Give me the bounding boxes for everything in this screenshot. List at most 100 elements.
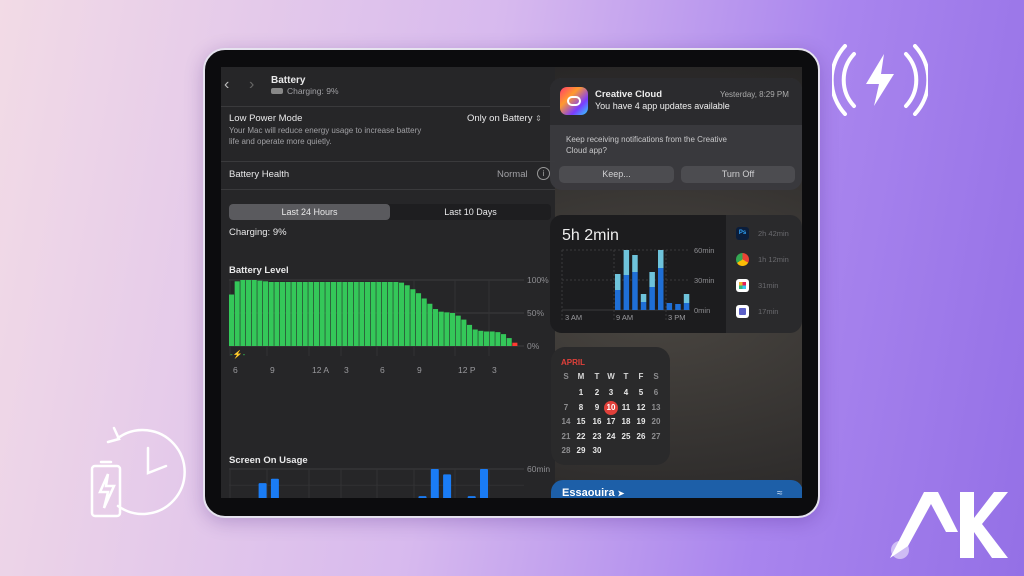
slack-app-icon bbox=[736, 279, 749, 292]
screen-time-bar-other bbox=[658, 250, 664, 268]
battery-settings-panel: ‹ › Battery Charging: 9% Low Power Mode … bbox=[221, 67, 555, 498]
battery-bar bbox=[455, 315, 461, 346]
battery-health-value: Normal bbox=[497, 169, 528, 180]
calendar-day[interactable]: 4 bbox=[623, 388, 629, 397]
x-tick-label: 6 bbox=[380, 365, 385, 375]
y-tick-label: 30min bbox=[527, 497, 550, 499]
calendar-day[interactable]: 23 bbox=[592, 431, 602, 441]
screen-time-bar-other bbox=[632, 255, 638, 272]
screen-time-bar-main bbox=[649, 287, 655, 310]
x-tick-label: 3 bbox=[344, 365, 349, 375]
battery-charts: 100% 50% 0% -⚡- 6 9 12 A 3 6 9 12 P 3 Screen On Usag… bbox=[229, 275, 550, 499]
screen-time-bar-other bbox=[683, 294, 690, 303]
screen-time-chart: 60min 30min 0min 3 AM 9 AM 3 PM bbox=[561, 246, 714, 322]
screen-time-bar-other bbox=[649, 272, 655, 287]
forward-button[interactable]: › bbox=[249, 76, 255, 93]
y-tick-label: 100% bbox=[527, 275, 549, 285]
battery-bar bbox=[302, 281, 308, 346]
calendar-day[interactable]: 21 bbox=[561, 431, 571, 441]
calendar-day[interactable]: 20 bbox=[651, 417, 661, 426]
app-usage-time: 31min bbox=[758, 281, 779, 290]
weather-widget[interactable]: Essaouira ➤ ≈ bbox=[551, 480, 802, 498]
calendar-day[interactable]: 25 bbox=[621, 431, 631, 441]
calendar-day[interactable]: 27 bbox=[651, 431, 661, 441]
low-power-label: Low Power Mode bbox=[229, 113, 303, 124]
battery-bar bbox=[365, 281, 371, 346]
calendar-day[interactable]: 30 bbox=[592, 446, 602, 455]
y-tick-label: 60min bbox=[694, 246, 714, 255]
calendar-day[interactable]: 2 bbox=[594, 388, 600, 397]
calendar-day[interactable]: 26 bbox=[636, 431, 646, 441]
battery-bar bbox=[263, 281, 269, 346]
calendar-day[interactable]: 1 bbox=[578, 388, 584, 397]
wireless-charging-icon bbox=[832, 44, 928, 116]
calendar-day[interactable]: 3 bbox=[608, 388, 614, 397]
battery-bar bbox=[285, 281, 291, 346]
battery-bar bbox=[370, 281, 376, 346]
battery-bar bbox=[501, 334, 507, 346]
calendar-day[interactable]: 9 bbox=[594, 402, 600, 412]
battery-bar bbox=[461, 319, 467, 346]
battery-bar bbox=[404, 285, 410, 346]
charging-status: Charging: 9% bbox=[229, 227, 287, 238]
creative-cloud-notification[interactable]: Creative Cloud Yesterday, 8:29 PM You ha… bbox=[550, 78, 802, 190]
battery-bar bbox=[314, 281, 320, 346]
battery-clock-icon bbox=[90, 426, 186, 518]
usage-bar bbox=[418, 496, 427, 498]
calendar-day[interactable]: 24 bbox=[606, 431, 616, 441]
calendar-today[interactable]: 10 bbox=[604, 400, 618, 415]
calendar-day[interactable]: 16 bbox=[592, 417, 602, 426]
x-tick-label: 3 bbox=[492, 365, 497, 375]
calendar-day[interactable]: 12 bbox=[636, 402, 646, 412]
low-power-select[interactable]: Only on Battery ⇕ bbox=[467, 113, 542, 124]
tab-last-10-days[interactable]: Last 10 Days bbox=[444, 207, 497, 217]
calendar-day[interactable]: 15 bbox=[576, 417, 586, 426]
battery-bar bbox=[348, 281, 354, 346]
calendar-day[interactable]: 11 bbox=[621, 402, 631, 412]
screen-time-bar-other bbox=[640, 294, 647, 302]
screen-time-bar-main bbox=[632, 272, 638, 310]
calendar-day[interactable]: 5 bbox=[638, 388, 644, 397]
screen-time-bar-main bbox=[675, 304, 681, 310]
charging-indicator-icon: -⚡- bbox=[230, 349, 246, 359]
screen-time-bar-main bbox=[640, 302, 647, 310]
time-range-segmented-control: Last 24 Hours Last 10 Days bbox=[229, 204, 551, 220]
tab-last-24-hours[interactable]: Last 24 Hours bbox=[281, 207, 338, 217]
calendar-day[interactable]: 7 bbox=[563, 402, 569, 412]
usage-bar bbox=[467, 496, 476, 498]
weather-city: Essaouira bbox=[562, 487, 615, 498]
calendar-day[interactable]: 8 bbox=[578, 402, 584, 412]
y-tick-label: 0% bbox=[527, 341, 540, 351]
battery-bar bbox=[268, 281, 274, 346]
keep-button[interactable]: Keep... bbox=[559, 166, 674, 183]
calendar-day[interactable]: 17 bbox=[606, 417, 616, 426]
calendar-day[interactable]: 28 bbox=[561, 446, 571, 455]
calendar-day[interactable]: 19 bbox=[636, 417, 646, 426]
battery-bar bbox=[438, 311, 444, 346]
calendar-day[interactable]: 6 bbox=[653, 388, 659, 397]
screen-time-widget[interactable]: 5h 2min 60min 30min 0min 3 AM 9 AM 3 PM Ps 2h … bbox=[550, 215, 802, 333]
turn-off-button[interactable]: Turn Off bbox=[681, 166, 795, 183]
calendar-day[interactable]: 22 bbox=[576, 431, 586, 441]
chevron-updown-icon: ⇕ bbox=[535, 114, 542, 123]
battery-bar bbox=[257, 280, 263, 346]
battery-bar bbox=[506, 338, 512, 346]
calendar-widget[interactable]: APRIL S M T W T F S 1 2 3 4 5 6 7 8 9 10 11 12 13 14 15 16 17 18… bbox=[551, 347, 670, 465]
screen-time-bar-main bbox=[658, 268, 664, 310]
battery-bar bbox=[472, 329, 478, 346]
screen-time-bar-main bbox=[666, 303, 673, 310]
info-icon[interactable]: i bbox=[537, 167, 550, 180]
calendar-day[interactable]: 14 bbox=[561, 417, 571, 426]
back-button[interactable]: ‹ bbox=[224, 76, 230, 93]
screen-time-bar-main bbox=[615, 290, 621, 310]
battery-bar bbox=[229, 294, 235, 346]
battery-bar bbox=[331, 281, 337, 346]
page-subtitle: Charging: 9% bbox=[287, 86, 339, 96]
calendar-day[interactable]: 29 bbox=[576, 446, 586, 455]
calendar-day[interactable]: 13 bbox=[651, 402, 661, 412]
battery-bar bbox=[240, 280, 246, 346]
calendar-weekday: S bbox=[563, 372, 569, 381]
calendar-day[interactable]: 18 bbox=[621, 417, 631, 426]
calendar-weekday: F bbox=[638, 372, 644, 381]
battery-bar bbox=[291, 281, 297, 346]
